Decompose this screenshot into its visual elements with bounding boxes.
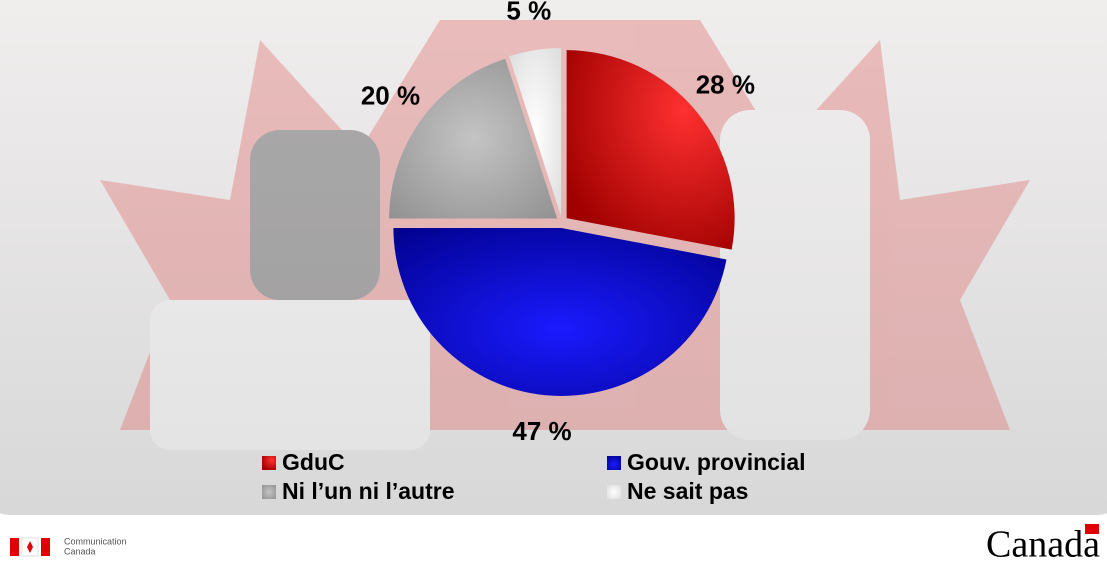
legend-swatch bbox=[607, 456, 621, 470]
legend-swatch bbox=[607, 485, 621, 499]
pie: 28 % 47 % 20 % 5 % bbox=[361, 0, 755, 446]
legend-label: Gouv. provincial bbox=[627, 449, 806, 475]
flag-leaf bbox=[27, 541, 33, 553]
pie-slice bbox=[393, 227, 727, 396]
legend-label: GduC bbox=[282, 449, 345, 475]
legend-label: Ne sait pas bbox=[627, 478, 748, 504]
pie-slice bbox=[509, 48, 562, 217]
legend-swatch bbox=[262, 485, 276, 499]
legend-swatch bbox=[262, 456, 276, 470]
data-label: 20 % bbox=[361, 80, 420, 110]
legend-label: Ni l’un ni l’autre bbox=[282, 478, 455, 504]
org-name: Canada bbox=[64, 546, 96, 556]
wordmark-flag bbox=[1085, 524, 1099, 534]
footer: Communication Canada Canada bbox=[10, 524, 1100, 566]
flag-bar bbox=[10, 538, 19, 556]
data-label: 47 % bbox=[512, 416, 571, 446]
org-name: Communication bbox=[64, 536, 127, 546]
background-photo bbox=[100, 20, 1030, 450]
data-label: 28 % bbox=[696, 70, 755, 100]
pie-slice bbox=[389, 58, 558, 219]
flag-bar bbox=[41, 538, 50, 556]
legend: GduC Gouv. provincial Ni l’un ni l’autre Ne… bbox=[262, 449, 806, 504]
data-label: 5 % bbox=[506, 0, 551, 25]
pie-slice bbox=[566, 50, 735, 250]
wordmark: Canada bbox=[986, 524, 1100, 566]
